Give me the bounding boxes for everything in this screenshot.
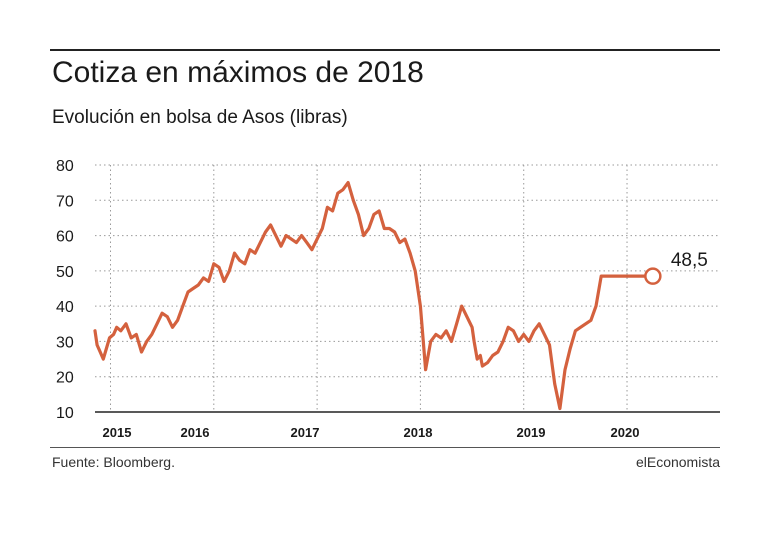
y-tick-label: 10: [56, 405, 74, 422]
price-series-line: [93, 181, 655, 411]
x-tick-label: 2017: [291, 425, 320, 440]
top-rule: [50, 49, 720, 51]
bottom-rule: [50, 447, 720, 448]
x-tick-label: 2016: [181, 425, 210, 440]
chart-subtitle: Evolución en bolsa de Asos (libras): [52, 107, 348, 128]
y-tick-label: 50: [56, 264, 74, 281]
x-tick-label: 2018: [404, 425, 433, 440]
y-tick-label: 40: [56, 299, 74, 316]
x-tick-label: 2019: [517, 425, 546, 440]
x-tick-label: 2020: [611, 425, 640, 440]
y-tick-label: 80: [56, 158, 74, 175]
source-note: Fuente: Bloomberg.: [52, 454, 175, 470]
y-tick-label: 20: [56, 370, 74, 387]
y-tick-label: 30: [56, 334, 74, 351]
y-tick-label: 60: [56, 229, 74, 246]
x-tick-label: 2015: [103, 425, 132, 440]
last-value-marker: [644, 267, 662, 285]
brand-name: elEconomista: [635, 454, 720, 470]
y-tick-label: 70: [56, 193, 74, 210]
chart-title: Cotiza en máximos de 2018: [52, 56, 424, 89]
last-value-label: 48,5: [671, 250, 708, 271]
